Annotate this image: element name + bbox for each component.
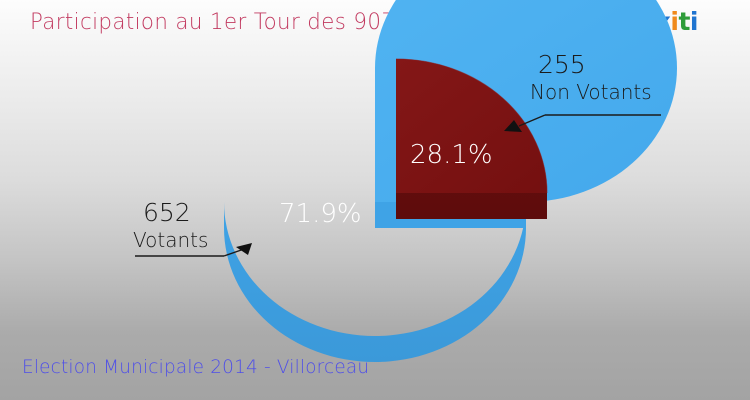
callout-non-votants-value: 255	[538, 50, 586, 79]
logo-letter-t: t	[678, 7, 690, 36]
callout-votants-label: Votants	[133, 228, 209, 253]
callout-votants-value: 652	[143, 198, 191, 227]
slice-non-votants-arc-highlight	[395, 58, 548, 194]
callout-non-votants: 255 Non Votants	[530, 50, 652, 105]
logo-letter-i1: i	[670, 7, 679, 36]
callout-arrow-votants	[236, 243, 252, 255]
callout-non-votants-label: Non Votants	[530, 80, 652, 105]
slice-votants-side	[224, 202, 526, 362]
slice-non-votants-top	[396, 59, 547, 193]
slice-percent-non-votants: 28.1%	[410, 140, 493, 170]
callout-arrow-non-votants	[504, 120, 522, 132]
callout-votants: 652 Votants	[133, 198, 209, 253]
logo-letter-i2: i	[689, 7, 699, 36]
slice-non-votants-3d[interactable]	[395, 58, 548, 219]
slice-percent-votants: 71.9%	[279, 199, 362, 229]
callout-leader-votants	[135, 243, 252, 257]
chart-subtitle: Election Municipale 2014 - Villorceau	[22, 356, 370, 378]
callout-leader-non-votants	[504, 114, 661, 132]
